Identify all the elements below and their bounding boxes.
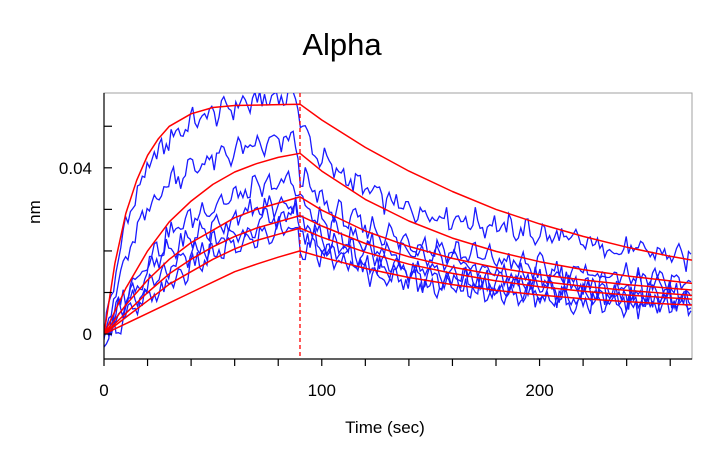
series-group [104,93,692,348]
x-tick-label: 200 [525,381,553,400]
x-tick-label: 0 [99,381,108,400]
plot-area [103,92,693,360]
fit-curve-5 [104,227,692,335]
x-axis-label: Time (sec) [345,418,425,437]
data-trace-4 [104,195,692,339]
chart-title: Alpha [302,27,382,62]
fit-curve-3 [104,196,692,335]
y-axis-label: nm [25,200,44,224]
axes: 0 0.04 0 100 200 [59,93,692,400]
y-tick-label: 0.04 [59,159,92,178]
fit-curve-6 [104,250,692,335]
fit-curve-4 [104,214,692,335]
fit-curve-1 [104,103,692,335]
y-tick-label: 0 [83,325,92,344]
data-trace-1 [104,93,692,341]
data-trace-6 [104,216,692,338]
x-tick-label: 100 [308,381,336,400]
fit-curve-2 [104,152,692,335]
